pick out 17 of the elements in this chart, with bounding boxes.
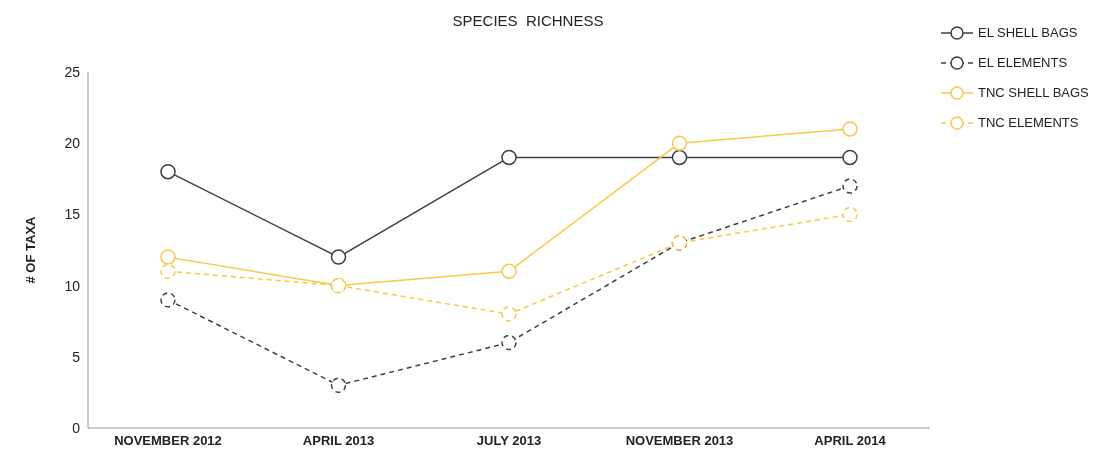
legend-label: TNC ELEMENTS <box>978 114 1079 132</box>
legend-label: EL ELEMENTS <box>978 54 1068 72</box>
x-tick-label: JULY 2013 <box>476 433 542 449</box>
chart-title: SPECIES RICHNESS <box>452 12 604 29</box>
legend-label: TNC SHELL BAGS <box>978 84 1089 102</box>
x-tick-label: APRIL 2014 <box>814 433 887 449</box>
y-tick-label: 20 <box>64 135 81 152</box>
x-tick-label: NOVEMBER 2013 <box>625 433 734 449</box>
y-axis-title: # OF TAXA <box>22 215 38 284</box>
y-tick-label: 15 <box>64 206 81 223</box>
y-tick-label: 10 <box>64 277 81 294</box>
y-tick-label: 25 <box>64 63 81 80</box>
y-tick-label: 0 <box>72 419 81 436</box>
y-tick-label: 5 <box>72 348 81 365</box>
x-tick-label: APRIL 2013 <box>302 433 375 449</box>
x-tick-label: NOVEMBER 2012 <box>114 433 222 449</box>
legend-label: EL SHELL BAGS <box>978 24 1078 42</box>
